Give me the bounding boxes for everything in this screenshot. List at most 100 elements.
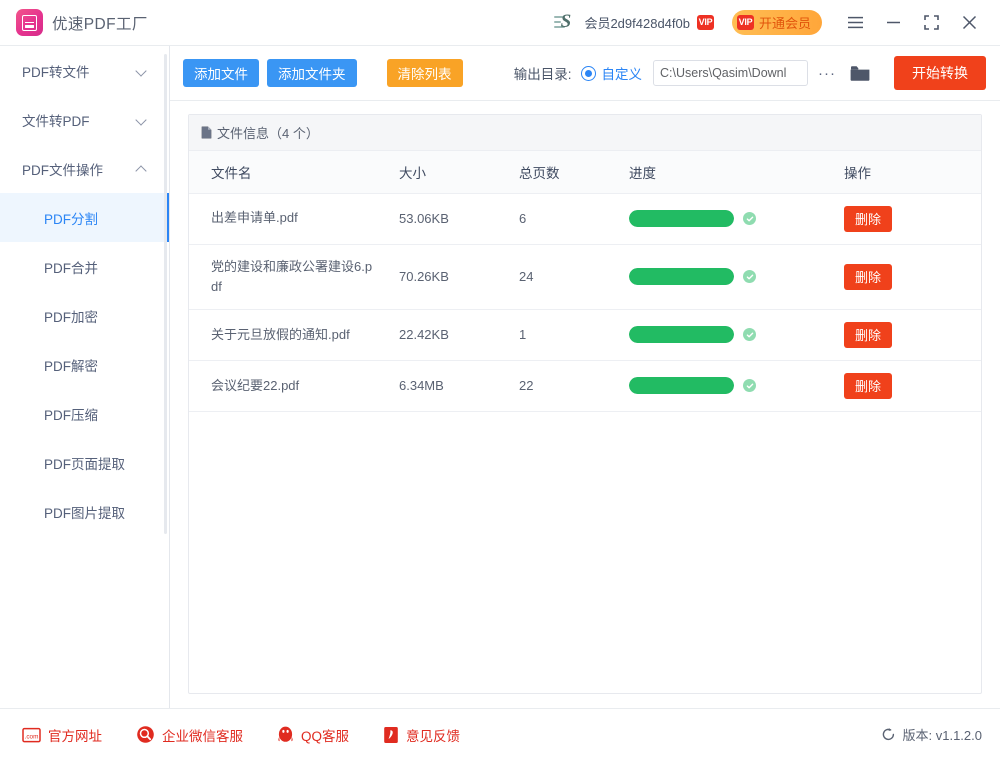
dotcom-icon: .com — [22, 727, 41, 742]
chevron-down-icon — [136, 65, 147, 76]
app-body: PDF转文件 文件转PDF PDF文件操作 PDF分割 PDF合并 PDF加密 — [0, 45, 1000, 708]
cell-pages: 6 — [519, 193, 629, 245]
pdf-app-logo-icon — [16, 9, 43, 36]
footer-link-feedback[interactable]: 意见反馈 — [383, 725, 460, 745]
minimize-icon[interactable] — [874, 4, 912, 42]
sidebar-item-label: PDF压缩 — [44, 407, 98, 423]
table-row[interactable]: 出差申请单.pdf 53.06KB 6 — [189, 193, 981, 245]
sidebar-item-pdf-image-extract[interactable]: PDF图片提取 — [0, 487, 169, 536]
file-panel-wrapper: 文件信息（4 个） 文件名 大小 总页数 进度 操作 — [170, 101, 1000, 708]
sidebar-item-pdf-page-extract[interactable]: PDF页面提取 — [0, 438, 169, 487]
footer-link-wechat-support[interactable]: 企业微信客服 — [136, 725, 243, 745]
vip-badge-icon: VIP — [736, 15, 754, 30]
cell-progress — [629, 268, 844, 286]
table-header-row: 文件名 大小 总页数 进度 操作 — [189, 151, 981, 194]
footer-link-label: 企业微信客服 — [162, 728, 243, 744]
footer-link-official-site[interactable]: .com 官方网址 — [22, 725, 102, 745]
progress-bar — [629, 210, 734, 227]
chevron-down-icon — [136, 114, 147, 125]
wechat-support-icon — [137, 726, 154, 743]
sidebar-item-pdf-split[interactable]: PDF分割 — [0, 193, 169, 242]
file-panel-header-label: 文件信息（4 个） — [217, 126, 319, 141]
cell-filename: 出差申请单.pdf — [211, 210, 298, 226]
sidebar-item-label: PDF加密 — [44, 309, 98, 325]
sidebar: PDF转文件 文件转PDF PDF文件操作 PDF分割 PDF合并 PDF加密 — [0, 46, 170, 708]
column-header-size: 大小 — [399, 151, 519, 194]
toolbar: 添加文件 添加文件夹 清除列表 输出目录: 自定义 ··· — [170, 46, 1000, 101]
table-row[interactable]: 会议纪要22.pdf 6.34MB 22 — [189, 360, 981, 412]
footer-link-label: 官方网址 — [48, 728, 102, 744]
maximize-icon[interactable] — [912, 4, 950, 42]
delete-button[interactable]: 删除 — [844, 205, 893, 232]
vip-badge-icon: VIP — [696, 15, 714, 30]
cell-progress — [629, 377, 844, 395]
refresh-icon — [882, 728, 894, 741]
cell-size: 53.06KB — [399, 193, 519, 245]
cell-progress — [629, 326, 844, 344]
qq-penguin-icon — [278, 726, 293, 742]
sidebar-group-label: PDF文件操作 — [22, 162, 103, 178]
sidebar-item-label: PDF分割 — [44, 211, 98, 227]
file-table: 文件名 大小 总页数 进度 操作 出差申请单.pdf 53.06KB — [189, 151, 981, 412]
cell-pages: 22 — [519, 360, 629, 412]
app-title: 优速PDF工厂 — [52, 15, 148, 33]
table-row[interactable]: 关于元旦放假的通知.pdf 22.42KB 1 — [189, 309, 981, 361]
account-name: 会员2d9f428d4f0b — [584, 16, 690, 31]
cell-pages: 1 — [519, 309, 629, 361]
file-panel-header: 文件信息（4 个） — [189, 115, 981, 151]
footer-link-qq-support[interactable]: QQ客服 — [277, 725, 349, 745]
sidebar-item-label: PDF解密 — [44, 358, 98, 374]
close-icon[interactable] — [950, 4, 988, 42]
cell-progress — [629, 210, 844, 227]
sidebar-item-pdf-encrypt[interactable]: PDF加密 — [0, 291, 169, 340]
version-label: 版本: v1.1.2.0 — [902, 728, 982, 743]
add-file-button[interactable]: 添加文件 — [183, 59, 259, 87]
open-vip-label: 开通会员 — [758, 16, 811, 31]
output-dir-label: 输出目录: — [513, 67, 572, 82]
sidebar-item-label: PDF页面提取 — [44, 456, 125, 472]
column-header-filename: 文件名 — [189, 151, 399, 194]
sidebar-group-file-to-pdf[interactable]: 文件转PDF — [0, 95, 169, 144]
footer-link-label: 意见反馈 — [406, 728, 461, 744]
table-row[interactable]: 党的建设和廉政公署建设6.pdf 70.26KB 24 — [189, 244, 981, 310]
sidebar-group-pdf-operations[interactable]: PDF文件操作 — [0, 144, 169, 193]
cell-size: 6.34MB — [399, 360, 519, 412]
sidebar-group-label: 文件转PDF — [22, 113, 90, 129]
hamburger-icon[interactable] — [836, 4, 874, 42]
browse-ellipsis-button[interactable]: ··· — [814, 60, 840, 86]
file-panel: 文件信息（4 个） 文件名 大小 总页数 进度 操作 — [188, 114, 982, 694]
progress-bar — [629, 268, 734, 286]
check-circle-icon — [743, 328, 756, 342]
file-icon — [201, 126, 212, 139]
app-logo-group: 优速PDF工厂 — [16, 9, 148, 36]
output-dir-custom-radio[interactable]: 自定义 — [580, 63, 642, 83]
folder-icon[interactable] — [846, 60, 874, 86]
output-path-input[interactable] — [653, 60, 808, 86]
delete-button[interactable]: 删除 — [844, 321, 893, 348]
sidebar-item-pdf-compress[interactable]: PDF压缩 — [0, 389, 169, 438]
column-header-action: 操作 — [844, 151, 981, 194]
cell-filename: 关于元旦放假的通知.pdf — [211, 326, 350, 342]
sidebar-item-pdf-merge[interactable]: PDF合并 — [0, 242, 169, 291]
delete-button[interactable]: 删除 — [844, 263, 893, 290]
add-folder-button[interactable]: 添加文件夹 — [267, 59, 357, 87]
cell-size: 70.26KB — [399, 244, 519, 310]
clear-list-button[interactable]: 清除列表 — [386, 59, 463, 87]
column-header-progress: 进度 — [629, 151, 844, 194]
sidebar-item-pdf-decrypt[interactable]: PDF解密 — [0, 340, 169, 389]
start-convert-button[interactable]: 开始转换 — [894, 56, 986, 90]
delete-button[interactable]: 删除 — [844, 372, 893, 399]
feedback-icon — [384, 726, 398, 743]
main-content: 添加文件 添加文件夹 清除列表 输出目录: 自定义 ··· — [170, 46, 1000, 708]
footer: .com 官方网址 企业微信客服 QQ客服 — [0, 708, 1000, 760]
version-info[interactable]: 版本: v1.1.2.0 — [881, 725, 982, 744]
account-group[interactable]: S 会员2d9f428d4f0b VIP — [554, 12, 714, 33]
sidebar-scrollbar[interactable] — [164, 54, 167, 534]
avatar: S — [554, 12, 577, 33]
progress-bar — [629, 326, 734, 344]
open-vip-button[interactable]: VIP 开通会员 — [731, 10, 822, 35]
chevron-up-icon — [136, 163, 147, 174]
sidebar-group-label: PDF转文件 — [22, 64, 90, 80]
sidebar-group-pdf-to-file[interactable]: PDF转文件 — [0, 46, 169, 95]
progress-bar — [629, 377, 734, 395]
